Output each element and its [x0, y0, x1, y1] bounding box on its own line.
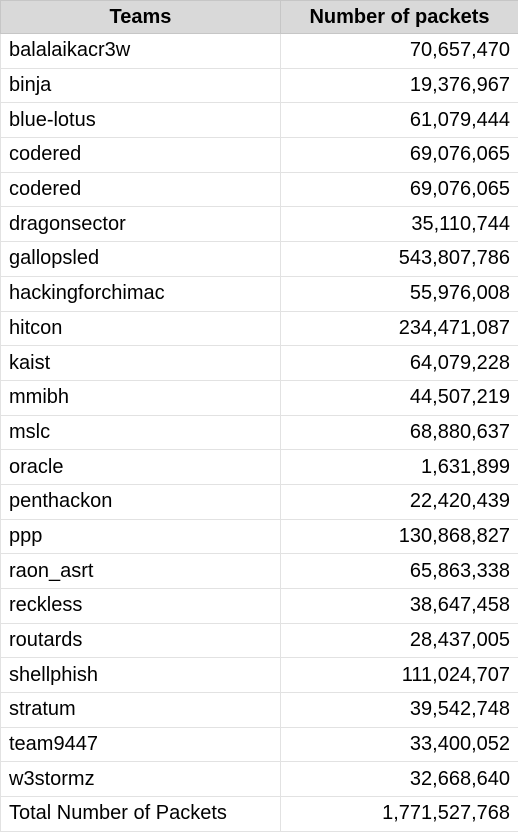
packet-count-cell: 55,976,008 — [280, 275, 518, 312]
table-row: oracle 1,631,899 — [0, 449, 518, 485]
table-row: ppp 130,868,827 — [0, 518, 518, 555]
packet-count-cell: 543,807,786 — [280, 241, 518, 277]
table-row: kaist 64,079,228 — [0, 345, 518, 381]
team-name-cell: hackingforchimac — [0, 275, 281, 312]
table-row: blue-lotus 61,079,444 — [0, 102, 518, 139]
header-teams: Teams — [0, 0, 281, 34]
table-row: gallopsled 543,807,786 — [0, 241, 518, 277]
team-name-cell: binja — [0, 67, 281, 104]
total-label: Total Number of Packets — [0, 796, 281, 832]
table-row: w3stormz 32,668,640 — [0, 761, 518, 798]
packet-count-cell: 69,076,065 — [280, 137, 518, 173]
team-name-cell: codered — [0, 137, 281, 173]
table-row: balalaikacr3w 70,657,470 — [0, 33, 518, 69]
team-name-cell: reckless — [0, 588, 281, 624]
packet-count-cell: 32,668,640 — [280, 761, 518, 798]
team-name-cell: raon_asrt — [0, 553, 281, 589]
team-name-cell: routards — [0, 622, 281, 659]
table-row: reckless 38,647,458 — [0, 588, 518, 624]
packet-count-cell: 68,880,637 — [280, 414, 518, 451]
header-row: Teams Number of packets — [0, 0, 518, 34]
packet-count-cell: 33,400,052 — [280, 726, 518, 763]
packet-count-cell: 38,647,458 — [280, 588, 518, 624]
table-row: hackingforchimac 55,976,008 — [0, 275, 518, 312]
packet-count-cell: 28,437,005 — [280, 622, 518, 659]
team-name-cell: mslc — [0, 414, 281, 451]
team-name-cell: shellphish — [0, 657, 281, 694]
team-name-cell: team9447 — [0, 726, 281, 763]
table-row: codered 69,076,065 — [0, 171, 518, 208]
total-value: 1,771,527,768 — [280, 796, 518, 832]
packet-count-cell: 1,631,899 — [280, 449, 518, 485]
packet-count-cell: 35,110,744 — [280, 206, 518, 243]
packet-count-cell: 39,542,748 — [280, 692, 518, 728]
table-row: codered 69,076,065 — [0, 137, 518, 173]
team-name-cell: w3stormz — [0, 761, 281, 798]
table-row: mslc 68,880,637 — [0, 414, 518, 451]
packet-count-cell: 64,079,228 — [280, 345, 518, 381]
team-name-cell: kaist — [0, 345, 281, 381]
total-row: Total Number of Packets 1,771,527,768 — [0, 796, 518, 832]
table-row: stratum 39,542,748 — [0, 692, 518, 728]
team-name-cell: hitcon — [0, 310, 281, 347]
team-name-cell: stratum — [0, 692, 281, 728]
team-name-cell: dragonsector — [0, 206, 281, 243]
packet-count-cell: 22,420,439 — [280, 483, 518, 520]
packet-count-cell: 70,657,470 — [280, 33, 518, 69]
packet-count-cell: 61,079,444 — [280, 102, 518, 139]
packet-count-cell: 111,024,707 — [280, 657, 518, 694]
team-name-cell: oracle — [0, 449, 281, 485]
table-row: dragonsector 35,110,744 — [0, 206, 518, 243]
table-row: team9447 33,400,052 — [0, 726, 518, 763]
table-body: balalaikacr3w 70,657,470 binja 19,376,967 bl… — [0, 33, 518, 798]
team-name-cell: ppp — [0, 518, 281, 555]
packet-count-cell: 69,076,065 — [280, 171, 518, 208]
team-name-cell: balalaikacr3w — [0, 33, 281, 69]
packet-count-cell: 234,471,087 — [280, 310, 518, 347]
packet-count-cell: 65,863,338 — [280, 553, 518, 589]
packet-count-cell: 130,868,827 — [280, 518, 518, 555]
team-name-cell: gallopsled — [0, 241, 281, 277]
table-row: mmibh 44,507,219 — [0, 379, 518, 416]
table-row: hitcon 234,471,087 — [0, 310, 518, 347]
packet-count-cell: 44,507,219 — [280, 379, 518, 416]
team-name-cell: penthackon — [0, 483, 281, 520]
table-row: routards 28,437,005 — [0, 622, 518, 659]
packet-count-cell: 19,376,967 — [280, 67, 518, 104]
header-number-of-packets: Number of packets — [280, 0, 518, 34]
table-row: penthackon 22,420,439 — [0, 483, 518, 520]
team-name-cell: codered — [0, 171, 281, 208]
table-row: raon_asrt 65,863,338 — [0, 553, 518, 589]
table-row: shellphish 111,024,707 — [0, 657, 518, 694]
team-name-cell: blue-lotus — [0, 102, 281, 139]
team-name-cell: mmibh — [0, 379, 281, 416]
table-row: binja 19,376,967 — [0, 67, 518, 104]
